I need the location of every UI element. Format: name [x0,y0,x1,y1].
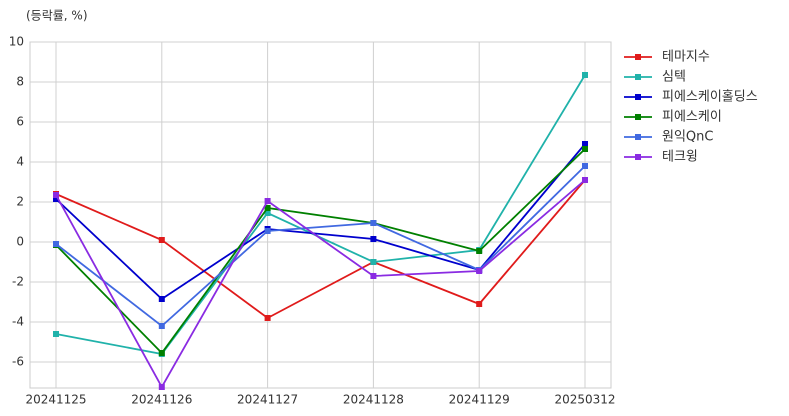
legend-label: 심텍 [662,70,686,85]
point-marker [158,237,165,243]
series-line [55,179,586,320]
point-marker [370,220,377,226]
y-tick-label: 4 [16,155,24,169]
legend-label: 피에스케이홀딩스 [662,90,758,105]
legend-marker [635,134,641,140]
point-marker [476,248,483,254]
point-marker [158,323,165,329]
point-marker [264,205,271,211]
x-tick-label: 20241127 [237,393,298,407]
point-marker [582,141,588,147]
legend-marker [635,154,641,160]
series-line [55,143,586,301]
x-tick-label: 20241129 [449,393,510,407]
point-marker [53,196,59,202]
x-tick-label: 20250312 [554,393,615,407]
legend-marker [635,54,641,60]
legend-marker [635,74,641,80]
x-tick-label: 20241126 [131,393,192,407]
x-tick-label: 20241125 [25,393,86,407]
y-tick-label: 10 [9,35,24,49]
series-line [55,148,586,355]
point-marker [582,163,588,169]
legend-marker [635,94,641,100]
point-marker [264,228,271,234]
legend-label: 피에스케이 [662,110,722,125]
y-tick-label: 0 [16,235,24,249]
legend-label: 원익QnC [662,130,713,145]
point-marker [264,198,271,204]
legend-label: 테마지수 [662,50,710,65]
point-marker [53,241,59,247]
y-tick-label: 6 [16,115,24,129]
y-tick-label: -6 [12,355,24,369]
point-marker [476,301,483,307]
y-axis-label: (등락률, %) [26,9,88,23]
legend-label: 테크윙 [662,149,698,165]
y-tick-label: 2 [16,195,24,209]
y-tick-label: 8 [16,75,24,89]
x-tick-label: 20241128 [343,393,404,407]
point-marker [370,273,377,279]
point-marker [582,177,588,183]
point-marker [582,72,588,78]
series-line [55,74,586,355]
series-line [55,165,586,328]
point-marker [53,331,59,337]
point-marker [264,210,271,216]
point-marker [370,259,377,265]
point-marker [582,146,588,152]
y-tick-label: -4 [12,315,24,329]
point-marker [476,268,483,274]
point-marker [158,350,165,356]
point-marker [158,384,165,390]
series-line [55,179,586,389]
y-tick-label: -2 [12,275,24,289]
point-marker [264,315,271,321]
legend-marker [635,114,641,120]
point-marker [53,192,59,198]
point-marker [158,296,165,302]
point-marker [370,236,377,242]
